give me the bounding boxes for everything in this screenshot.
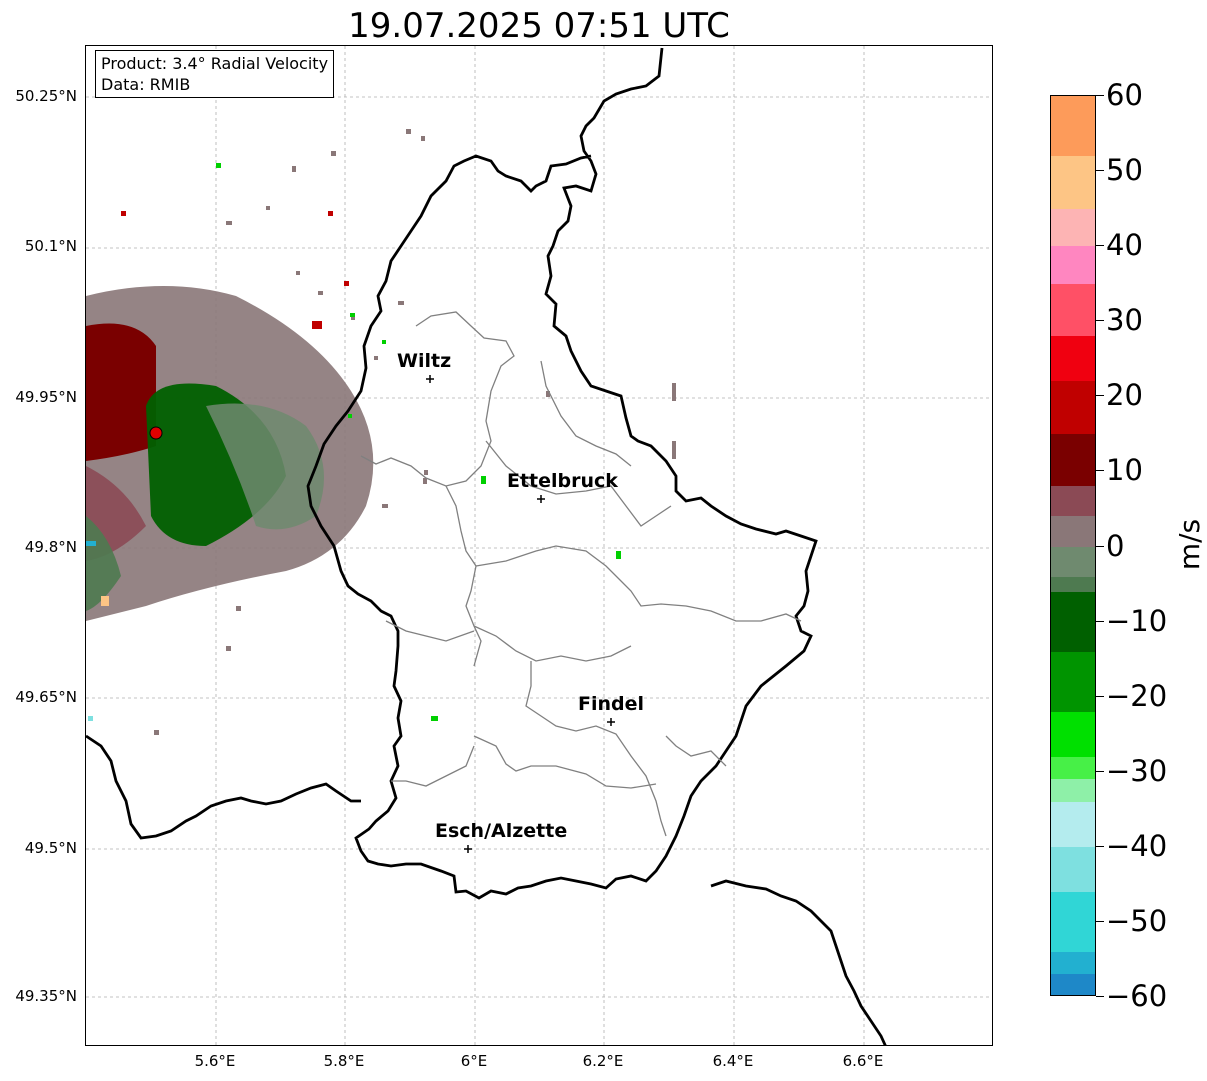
- colorbar-tick-label: −40: [1106, 828, 1168, 863]
- lat-label: 49.95°N: [15, 388, 77, 406]
- colorbar-tick: [1096, 545, 1104, 547]
- lat-label: 50.25°N: [15, 87, 77, 105]
- radar-echoes: [86, 286, 374, 721]
- radar-site-marker: [149, 426, 163, 440]
- colorbar-segment: [1051, 283, 1095, 337]
- colorbar-segment: [1051, 651, 1095, 713]
- colorbar-tick: [1096, 95, 1104, 96]
- lat-label: 49.35°N: [15, 987, 77, 1005]
- map-title: 19.07.2025 07:51 UTC: [348, 6, 730, 46]
- info-box: Product: 3.4° Radial Velocity Data: RMIB: [95, 50, 335, 98]
- lon-label: 5.6°E: [194, 1052, 236, 1070]
- lat-label: 49.65°N: [15, 688, 77, 706]
- radar-map[interactable]: [85, 45, 993, 1046]
- colorbar-tick-label: −50: [1106, 903, 1168, 938]
- colorbar-tick: [1096, 395, 1104, 397]
- lat-label: 49.5°N: [24, 839, 77, 857]
- colorbar-tick: [1096, 996, 1104, 997]
- canton-borders: [360, 311, 802, 837]
- colorbar-segment: [1051, 546, 1095, 578]
- city-markers: [426, 375, 615, 853]
- city-label-findel: Findel: [578, 693, 645, 715]
- radar-speckles: [154, 129, 676, 735]
- colorbar-segment: [1051, 246, 1095, 285]
- city-label-ettelbruck: Ettelbruck: [507, 470, 618, 492]
- city-label-esch-alzette: Esch/Alzette: [435, 820, 568, 842]
- colorbar-tick-label: 50: [1106, 153, 1143, 188]
- colorbar-segment: [1051, 516, 1095, 547]
- colorbar-tick: [1096, 620, 1104, 622]
- radar-red-speckles: [121, 211, 349, 329]
- colorbar-unit: m/s: [1173, 518, 1207, 571]
- colorbar-segment: [1051, 891, 1095, 953]
- colorbar-tick: [1096, 170, 1104, 172]
- lon-label: 5.8°E: [323, 1052, 365, 1070]
- colorbar-segment: [1051, 846, 1095, 893]
- colorbar-tick: [1096, 845, 1104, 847]
- colorbar-segment: [1051, 591, 1095, 653]
- radar-green-speckles: [216, 163, 621, 721]
- colorbar-segment: [1051, 779, 1095, 803]
- colorbar-tick-label: −20: [1106, 678, 1168, 713]
- colorbar-segment: [1051, 96, 1095, 157]
- colorbar-tick: [1096, 695, 1104, 697]
- belgium-france-border: [86, 734, 361, 840]
- colorbar-segment: [1051, 711, 1095, 758]
- germany-france-border: [710, 879, 887, 1045]
- colorbar-tick: [1096, 920, 1104, 922]
- colorbar-tick-label: 30: [1106, 303, 1143, 338]
- colorbar-segment: [1051, 156, 1095, 210]
- colorbar-segment: [1051, 381, 1095, 435]
- colorbar-segment: [1051, 336, 1095, 382]
- lat-label: 50.1°N: [24, 237, 77, 255]
- colorbar-tick-label: 0: [1106, 528, 1125, 563]
- colorbar-segment: [1051, 974, 1095, 995]
- country-border: [306, 47, 818, 900]
- lon-label: 6.2°E: [582, 1052, 624, 1070]
- colorbar-segment: [1051, 208, 1095, 247]
- colorbar-tick: [1096, 320, 1104, 322]
- data-source-label: Data: RMIB: [101, 75, 191, 94]
- colorbar-tick-label: −10: [1106, 603, 1168, 638]
- map-canvas: [86, 46, 992, 1045]
- colorbar-tick-label: 60: [1106, 78, 1143, 112]
- colorbar-tick: [1096, 245, 1104, 247]
- lon-label: 6.6°E: [842, 1052, 884, 1070]
- colorbar-tick-label: 20: [1106, 378, 1143, 413]
- lat-label: 49.8°N: [24, 538, 77, 556]
- colorbar-segment: [1051, 486, 1095, 517]
- colorbar-segment: [1051, 756, 1095, 780]
- lon-label: 6.4°E: [712, 1052, 754, 1070]
- colorbar-tick: [1096, 470, 1104, 472]
- colorbar-tick: [1096, 770, 1104, 772]
- lon-label: 6°E: [460, 1052, 488, 1070]
- colorbar-segment: [1051, 801, 1095, 848]
- colorbar-segment: [1051, 951, 1095, 975]
- colorbar: [1050, 95, 1096, 996]
- colorbar-tick-label: −30: [1106, 753, 1168, 788]
- colorbar-tick-label: 40: [1106, 228, 1143, 263]
- colorbar-segment: [1051, 433, 1095, 487]
- colorbar-tick-label: 10: [1106, 453, 1143, 488]
- colorbar-segment: [1051, 576, 1095, 593]
- city-label-wiltz: Wiltz: [397, 350, 452, 372]
- colorbar-tick-label: −60: [1106, 979, 1168, 1013]
- product-label: Product: 3.4° Radial Velocity: [101, 54, 329, 73]
